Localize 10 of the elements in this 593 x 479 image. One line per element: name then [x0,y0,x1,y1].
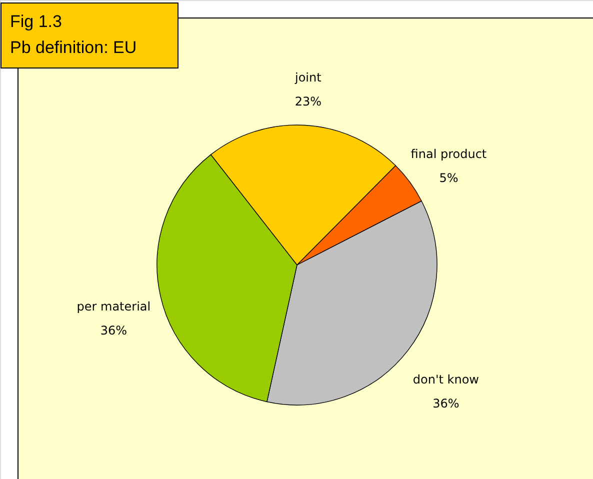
slice-label: don't know [412,372,480,387]
slice-label: per material [76,300,151,314]
slice-label: joint [294,70,322,84]
chart-subtitle: Pb definition: EU [10,38,137,57]
slice-label: final product [410,146,487,161]
data-label: 36% [432,396,460,411]
data-label: 36% [100,324,128,338]
data-label: 5% [439,170,458,185]
data-label: 23% [294,94,322,108]
chart-title: Fig 1.3 [10,12,62,31]
